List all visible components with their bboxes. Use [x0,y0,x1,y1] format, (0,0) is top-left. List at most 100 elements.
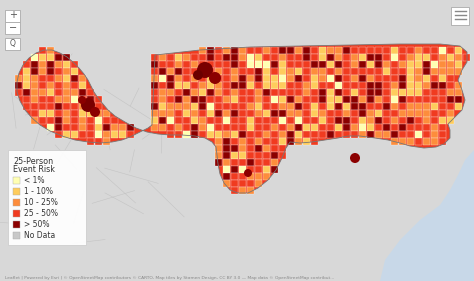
Circle shape [193,70,203,80]
Bar [87,89,94,96]
Bar [383,89,391,96]
Bar [223,124,230,130]
Bar [271,89,279,96]
Bar [295,138,302,144]
Bar [335,117,343,124]
Bar [407,61,414,67]
Bar [231,159,238,166]
Bar [63,103,71,110]
Bar [311,82,319,89]
Bar [359,75,366,81]
Bar [423,117,430,124]
Bar [183,82,191,89]
Bar [263,131,271,137]
Bar [431,61,438,67]
Bar [231,82,238,89]
Bar [23,82,30,89]
Bar [375,103,383,110]
Bar [415,54,422,60]
Bar [455,68,463,74]
Bar [207,110,215,117]
Bar [447,117,455,124]
Bar [407,110,414,117]
Bar [383,75,391,81]
Bar [367,54,374,60]
Bar [415,124,422,130]
Bar [391,61,399,67]
Bar [71,61,79,67]
Text: Event Risk: Event Risk [13,165,55,174]
Bar [255,96,263,103]
Bar [207,75,215,81]
Bar [375,124,383,130]
Bar [303,96,310,103]
Bar [295,110,302,117]
Bar [151,96,158,103]
Bar [391,96,399,103]
Bar [231,124,238,130]
Bar [55,110,63,117]
Bar [271,54,279,60]
Bar [367,47,374,53]
Bar [199,47,207,53]
Bar [423,54,430,60]
Bar [231,138,238,144]
Bar [151,61,158,67]
Bar [39,68,46,74]
Bar [439,82,447,89]
Text: 1 - 10%: 1 - 10% [24,187,53,196]
Bar [183,68,191,74]
Bar [47,82,55,89]
Bar [439,124,447,130]
Bar [407,54,414,60]
Text: −: − [9,22,17,33]
Bar [231,68,238,74]
Bar [399,96,407,103]
Bar [31,103,38,110]
Bar [415,82,422,89]
Bar [239,89,246,96]
Circle shape [90,107,100,117]
Bar [407,138,414,144]
Bar [175,89,182,96]
Bar [55,68,63,74]
Bar [159,124,166,130]
Bar [375,61,383,67]
Bar [71,124,79,130]
Bar [391,117,399,124]
Bar [455,61,463,67]
Bar [23,96,30,103]
Bar [247,117,255,124]
Bar [31,117,38,124]
Bar [191,103,199,110]
Bar [319,89,327,96]
Bar [447,103,455,110]
Bar [351,131,358,137]
Bar [255,117,263,124]
Bar [295,68,302,74]
Bar [359,117,366,124]
Bar [279,75,286,81]
Bar [391,68,399,74]
Bar [431,110,438,117]
Bar [367,117,374,124]
Bar [271,138,279,144]
Bar [239,152,246,158]
Bar [255,131,263,137]
Bar [87,110,94,117]
Bar [231,145,238,151]
Bar [79,82,86,89]
Bar [39,75,46,81]
Bar [223,166,230,173]
Bar [279,152,286,158]
Bar [207,68,215,74]
Bar [207,82,215,89]
Bar [423,47,430,53]
Bar [239,187,246,194]
Text: 25-Person: 25-Person [13,157,53,166]
Bar [383,54,391,60]
Bar [199,124,207,130]
Bar [303,89,310,96]
Bar [167,61,174,67]
Bar [39,54,46,60]
